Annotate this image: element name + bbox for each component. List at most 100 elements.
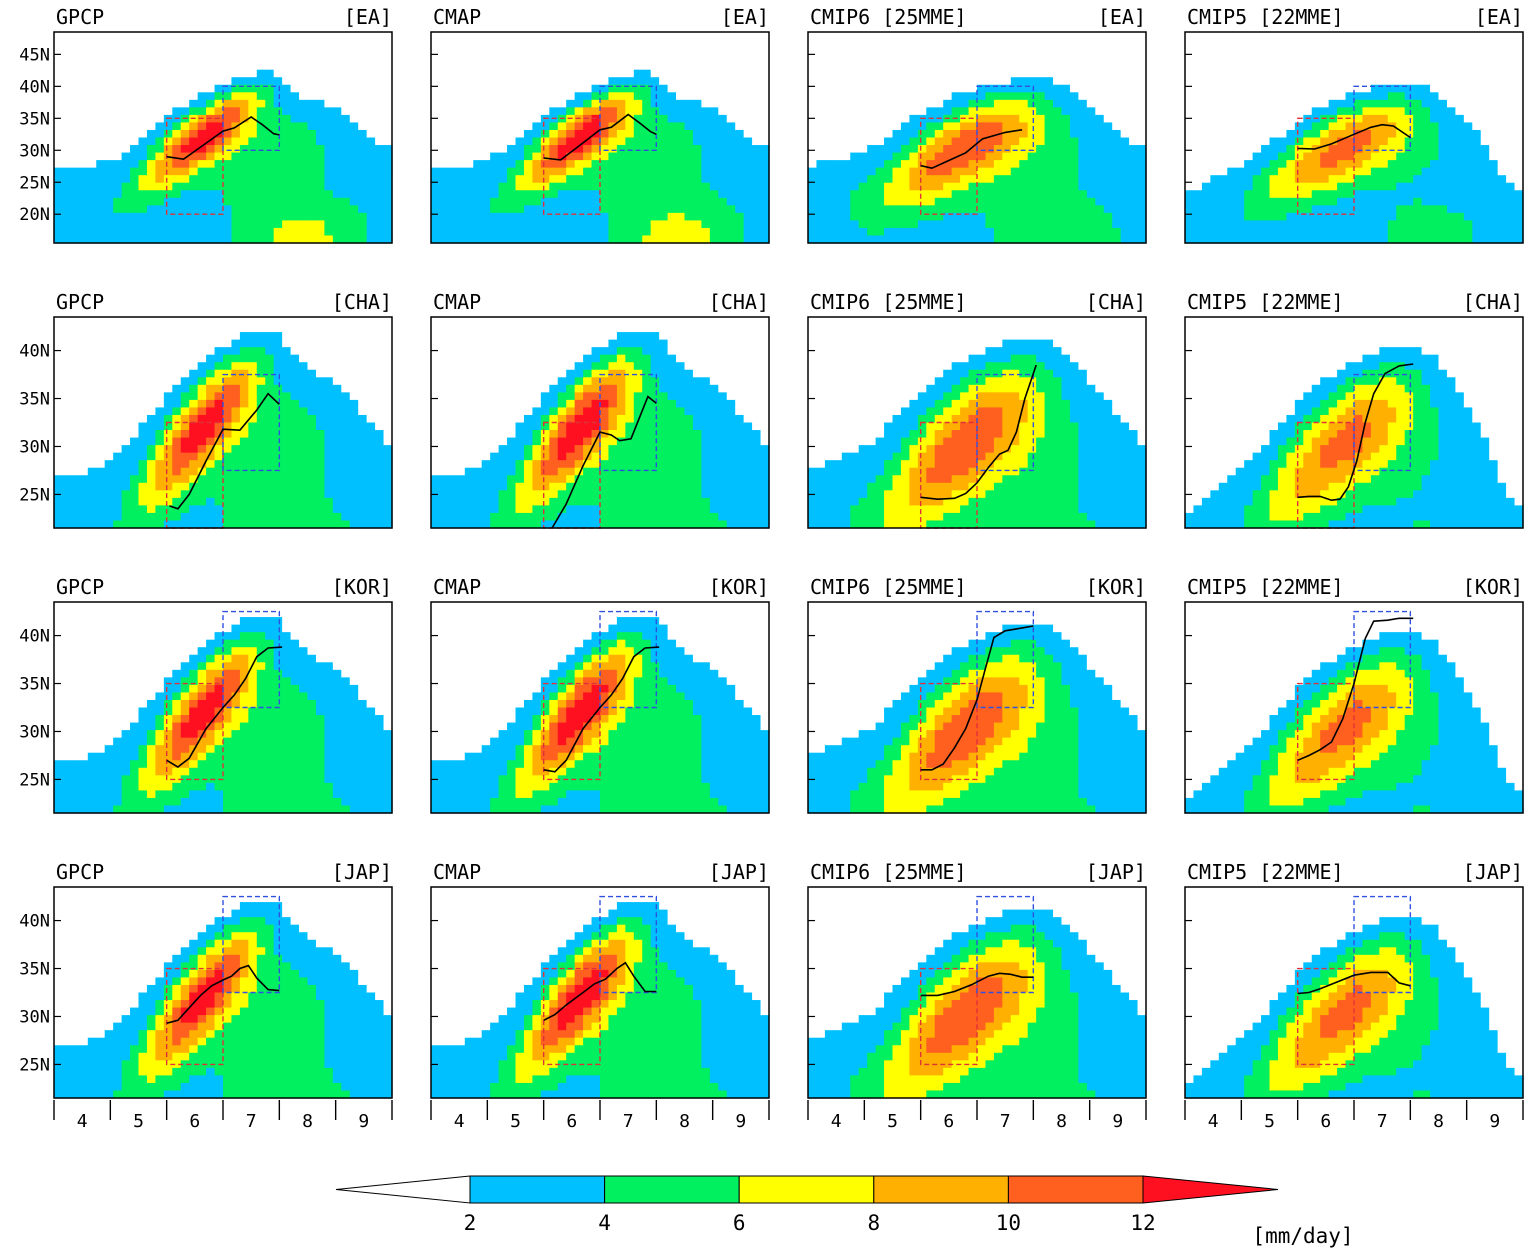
field-cell	[256, 122, 266, 131]
field-cell	[1455, 77, 1465, 86]
field-cell	[223, 167, 233, 176]
field-cell	[985, 190, 995, 199]
field-cell	[1463, 122, 1473, 131]
field-cell	[96, 84, 106, 93]
field-cell	[625, 69, 635, 78]
field-cell	[1413, 212, 1423, 221]
field-cell	[282, 39, 292, 48]
field-cell	[282, 175, 292, 184]
field-cell	[282, 32, 292, 41]
field-cell	[490, 114, 500, 124]
field-cell	[121, 490, 131, 499]
field-cell	[104, 347, 114, 356]
field-cell	[507, 197, 517, 206]
field-cell	[54, 175, 64, 184]
field-cell	[507, 160, 517, 169]
field-cell	[498, 32, 508, 41]
field-cell	[943, 77, 953, 86]
field-cell	[1277, 129, 1287, 139]
field-cell	[515, 212, 525, 221]
field-cell	[324, 107, 334, 116]
field-cell	[180, 190, 190, 199]
field-cell	[1514, 182, 1524, 191]
field-cell	[1010, 92, 1020, 101]
field-cell	[172, 512, 182, 522]
field-cell	[934, 54, 944, 63]
field-cell	[375, 107, 385, 116]
field-cell	[900, 197, 910, 206]
field-cell	[62, 414, 72, 424]
field-cell	[1261, 47, 1271, 56]
field-cell	[1311, 220, 1321, 229]
field-cell	[1193, 152, 1203, 161]
field-cell	[1303, 92, 1313, 101]
field-cell	[1103, 235, 1113, 244]
field-cell	[231, 175, 241, 184]
field-cell	[62, 175, 72, 184]
field-cell	[498, 129, 508, 139]
field-cell	[130, 460, 140, 469]
field-cell	[1370, 107, 1380, 116]
field-cell	[1294, 152, 1304, 161]
field-cell	[290, 129, 300, 139]
field-cell	[532, 182, 542, 191]
field-cell	[1185, 235, 1195, 244]
field-cell	[189, 54, 199, 63]
field-cell	[332, 54, 342, 63]
field-cell	[62, 129, 72, 139]
field-cell	[1053, 99, 1063, 108]
field-cell	[121, 32, 131, 41]
field-cell	[473, 122, 483, 131]
field-cell	[358, 129, 368, 139]
field-cell	[180, 212, 190, 221]
field-cell	[113, 354, 123, 363]
field-cell	[1320, 212, 1330, 221]
field-cell	[1210, 197, 1220, 206]
field-cell	[1053, 197, 1063, 206]
field-cell	[490, 220, 500, 229]
field-cell	[1069, 54, 1079, 63]
field-cell	[206, 99, 216, 108]
field-cell	[507, 32, 517, 41]
field-cell	[1362, 84, 1372, 93]
field-cell	[718, 182, 728, 191]
field-cell	[752, 62, 762, 71]
field-cell	[265, 182, 275, 191]
field-cell	[1095, 62, 1105, 71]
field-cell	[985, 197, 995, 206]
field-cell	[87, 32, 97, 41]
field-cell	[591, 129, 601, 139]
field-cell	[104, 430, 114, 439]
field-cell	[231, 205, 241, 214]
field-cell	[1103, 205, 1113, 214]
field-cell	[1413, 77, 1423, 86]
field-cell	[307, 167, 317, 176]
field-cell	[608, 114, 618, 124]
field-cell	[1506, 182, 1516, 191]
field-cell	[1345, 152, 1355, 161]
field-cell	[1489, 152, 1499, 161]
field-cell	[104, 475, 114, 484]
field-cell	[875, 62, 885, 71]
field-cell	[1404, 77, 1414, 86]
field-cell	[490, 145, 500, 154]
blue-box	[222, 85, 281, 151]
field-cell	[1455, 190, 1465, 199]
field-cell	[743, 99, 753, 108]
field-cell	[841, 167, 851, 176]
field-cell	[833, 212, 843, 221]
field-cell	[87, 152, 97, 161]
field-cell	[743, 54, 753, 63]
field-cell	[718, 197, 728, 206]
field-cell	[1387, 62, 1397, 71]
field-cell	[62, 339, 72, 348]
field-cell	[481, 47, 491, 56]
field-cell	[993, 62, 1003, 71]
field-cell	[104, 332, 114, 341]
field-cell	[591, 197, 601, 206]
field-cell	[642, 62, 652, 71]
field-cell	[1261, 114, 1271, 124]
field-cell	[1210, 77, 1220, 86]
field-cell	[341, 92, 351, 101]
field-cell	[718, 235, 728, 244]
